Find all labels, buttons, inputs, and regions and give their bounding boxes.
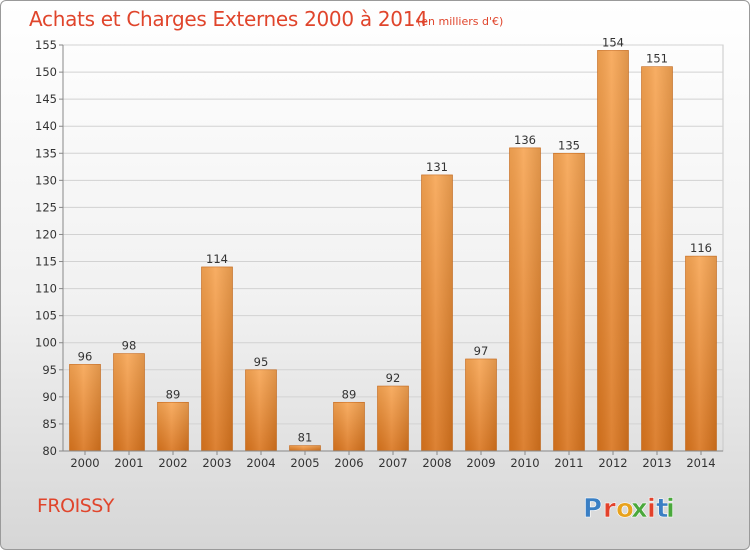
- x-tick-label: 2005: [290, 456, 319, 470]
- y-tick-label: 155: [35, 38, 57, 52]
- bar-value-label: 135: [558, 138, 580, 152]
- y-tick-label: 110: [35, 282, 57, 296]
- bar-group: 114: [201, 252, 233, 452]
- bar-group: 81: [289, 431, 321, 452]
- bar-group: 97: [465, 344, 497, 452]
- bar-value-label: 116: [690, 241, 712, 255]
- logo-letter: r: [603, 494, 616, 524]
- bar-group: 136: [509, 133, 541, 452]
- chart-unit: (en milliers d'€): [417, 15, 504, 28]
- bar-value-label: 81: [298, 431, 313, 445]
- bar-value-label: 114: [206, 252, 228, 266]
- bar-value-label: 131: [426, 160, 448, 174]
- y-tick-label: 130: [35, 173, 57, 187]
- bar-shade: [377, 386, 409, 451]
- bar-shade: [685, 256, 717, 451]
- bar-group: 89: [157, 387, 189, 452]
- bar-value-label: 154: [602, 35, 624, 49]
- bar-group: 96: [69, 349, 101, 452]
- x-tick-label: 2004: [246, 456, 275, 470]
- logo-letter: t: [656, 494, 668, 524]
- bar-shade: [245, 369, 277, 451]
- x-tick-label: 2000: [70, 456, 99, 470]
- bar-group: 151: [641, 52, 673, 452]
- bar-value-label: 97: [474, 344, 489, 358]
- bar-value-label: 98: [122, 339, 137, 353]
- bar-shade: [421, 174, 453, 452]
- x-tick-label: 2002: [158, 456, 187, 470]
- bar-group: 154: [597, 35, 629, 452]
- logo-letter: P: [583, 494, 602, 524]
- x-tick-label: 2012: [598, 456, 627, 470]
- bar-group: 92: [377, 371, 409, 452]
- y-tick-label: 120: [35, 227, 57, 241]
- x-tick-label: 2001: [114, 456, 143, 470]
- x-tick-label: 2010: [510, 456, 539, 470]
- y-tick-label: 100: [35, 336, 57, 350]
- bar-shade: [113, 353, 145, 451]
- bar-shade: [509, 147, 541, 451]
- x-tick-label: 2011: [554, 456, 583, 470]
- y-tick-label: 115: [35, 255, 57, 269]
- bar-shade: [641, 66, 673, 452]
- logo-letter: i: [647, 494, 656, 524]
- x-tick-label: 2003: [202, 456, 231, 470]
- bar-chart: 80 85 90 95 100 105 110 115 120 125 130 135 140 145 15…: [35, 35, 724, 470]
- bar-value-label: 136: [514, 133, 536, 147]
- bar-shade: [553, 153, 585, 451]
- bar-value-label: 92: [386, 371, 401, 385]
- bar-value-label: 89: [342, 387, 357, 401]
- bar-shade: [69, 364, 101, 451]
- y-tick-label: 105: [35, 309, 57, 323]
- bar-shade: [465, 358, 497, 451]
- bar-shade: [289, 445, 321, 451]
- y-tick-label: 95: [42, 363, 57, 377]
- logo-letter: x: [631, 494, 648, 524]
- bar-shade: [333, 402, 365, 451]
- x-tick-label: 2014: [686, 456, 715, 470]
- y-tick-label: 145: [35, 92, 57, 106]
- bar-group: 131: [421, 160, 453, 452]
- y-tick-label: 150: [35, 65, 57, 79]
- bar-shade: [597, 50, 629, 452]
- y-tick-label: 90: [42, 390, 57, 404]
- place-name: FROISSY: [37, 495, 114, 517]
- y-tick-label: 140: [35, 119, 57, 133]
- y-tick-label: 85: [42, 417, 57, 431]
- y-axis: 80 85 90 95 100 105 110 115 120 125 130 135 140 145 15…: [35, 38, 64, 458]
- logo-letter: o: [616, 494, 634, 524]
- bar-shade: [201, 266, 233, 451]
- bar-group: 98: [113, 339, 145, 452]
- bar-group: 135: [553, 138, 585, 452]
- bar-group: 95: [245, 355, 277, 452]
- chart-title: Achats et Charges Externes 2000 à 2014: [29, 7, 428, 31]
- bar-value-label: 151: [646, 52, 668, 66]
- bar-value-label: 96: [78, 349, 93, 363]
- x-tick-label: 2008: [422, 456, 451, 470]
- y-tick-label: 125: [35, 200, 57, 214]
- bar-group: 116: [685, 241, 717, 452]
- y-tick-label: 80: [42, 444, 57, 458]
- x-tick-label: 2013: [642, 456, 671, 470]
- bar-shade: [157, 402, 189, 451]
- logo-letter: i: [666, 494, 675, 524]
- bar-value-label: 95: [254, 355, 269, 369]
- x-axis: 2000 2001 2002 2003 2004 2005 2006 2007 2008 2009…: [63, 450, 723, 470]
- bar-value-label: 89: [166, 387, 181, 401]
- x-tick-label: 2009: [466, 456, 495, 470]
- x-tick-label: 2007: [378, 456, 407, 470]
- y-tick-label: 135: [35, 146, 57, 160]
- bars: 96 98 89 114 95 81 89 92 131 97 136 135 154 151 116: [69, 35, 717, 452]
- x-tick-label: 2006: [334, 456, 363, 470]
